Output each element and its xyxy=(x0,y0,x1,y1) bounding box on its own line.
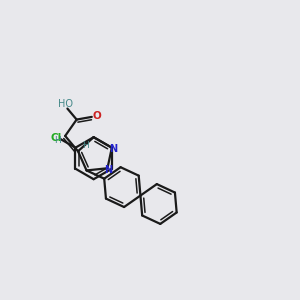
Text: N: N xyxy=(104,165,112,175)
Text: O: O xyxy=(92,111,101,122)
Text: H: H xyxy=(82,141,88,150)
Text: H: H xyxy=(55,136,62,145)
Text: Cl: Cl xyxy=(51,133,62,143)
Text: HO: HO xyxy=(58,100,73,110)
Text: N: N xyxy=(109,144,117,154)
